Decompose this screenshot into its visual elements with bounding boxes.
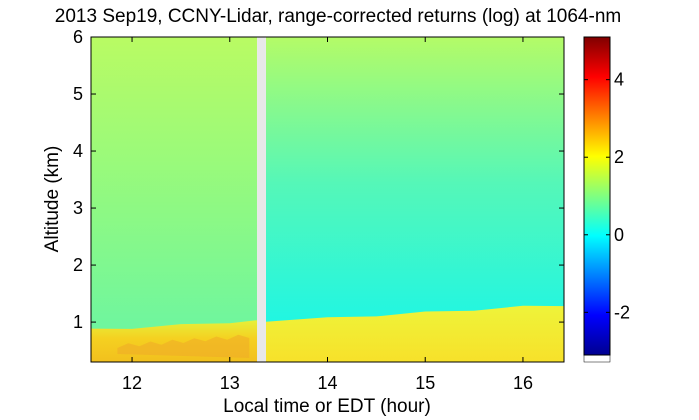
boundary-layer-right: [265, 304, 564, 362]
x-tick-label: 15: [415, 373, 435, 393]
y-tick-label: 4: [73, 141, 83, 161]
y-tick-label: 3: [73, 198, 83, 218]
colorbar: -2 0 2 4: [583, 36, 630, 363]
plot-area: [90, 36, 565, 363]
x-tick-label: 13: [220, 373, 240, 393]
y-tick-label: 5: [73, 84, 83, 104]
x-tick-label: 14: [317, 373, 337, 393]
x-axis-ticks: 12 13 14 15 16: [122, 37, 533, 393]
x-tick-label: 16: [513, 373, 533, 393]
aerosol-layer-patch: [117, 334, 250, 358]
y-tick-label: 2: [73, 255, 83, 275]
data-gap: [257, 37, 266, 362]
y-axis-ticks: 1 2 3 4 5 6: [73, 27, 564, 332]
colorbar-missing-swatch: [583, 354, 611, 363]
colorbar-tick-label: 4: [614, 70, 624, 90]
y-tick-label: 6: [73, 27, 83, 47]
colorbar-scale: [583, 36, 611, 356]
x-axis-label: Local time or EDT (hour): [223, 396, 431, 417]
colorbar-tick-label: 2: [614, 147, 624, 167]
backscatter-sky-left: [91, 37, 258, 362]
colorbar-tick-label: 0: [614, 225, 624, 245]
chart-title: 2013 Sep19, CCNY-Lidar, range-corrected …: [55, 6, 621, 27]
colorbar-tick-label: -2: [614, 302, 630, 322]
y-tick-label: 1: [73, 312, 83, 332]
y-axis-label: Altitude (km): [42, 146, 63, 253]
x-tick-label: 12: [122, 373, 142, 393]
